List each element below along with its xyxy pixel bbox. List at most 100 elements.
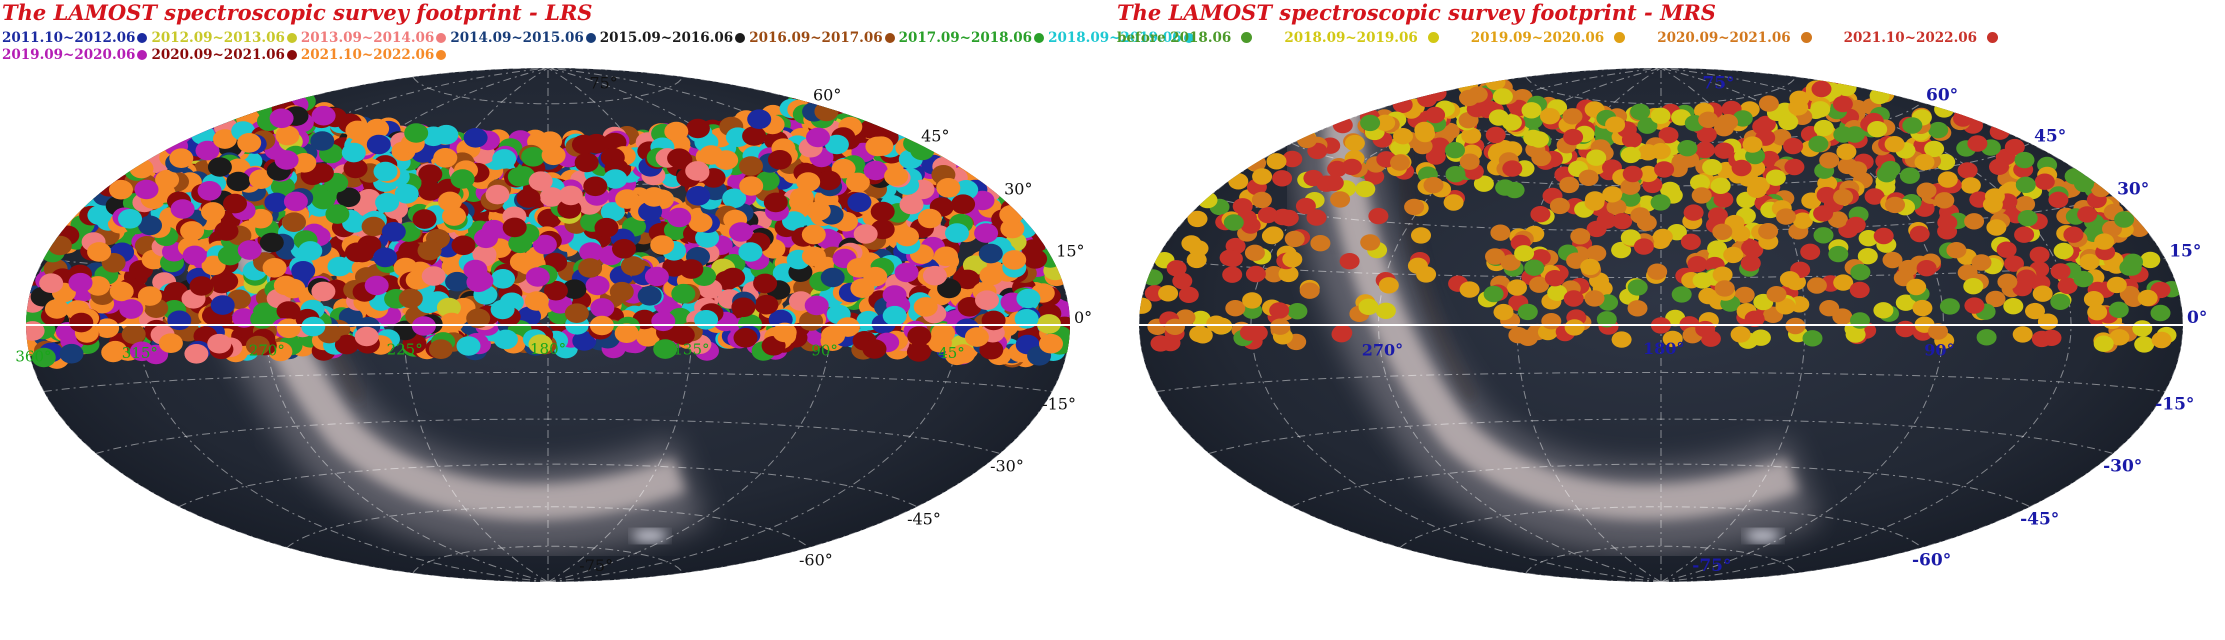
survey-plate [445,271,470,292]
graticule-parallel [286,506,810,548]
survey-plate [1189,325,1210,343]
survey-plate [450,169,475,189]
survey-plate [1563,290,1584,307]
survey-plate [209,273,234,294]
survey-plate [578,258,603,278]
survey-plate [1960,177,1981,194]
right-dec-label: -15° [2155,395,2194,415]
survey-plate [1375,302,1396,319]
survey-plate [2137,289,2158,307]
survey-plate [686,186,711,206]
survey-plate [1544,270,1565,287]
survey-plate [1344,134,1365,152]
left-legend-label: 2015.09~2016.06 [599,30,734,46]
left-ra-label: 180° [530,340,566,358]
survey-plate [69,312,94,333]
survey-plate [1143,269,1163,286]
survey-plate [1332,116,1353,134]
left-legend-item: 2019.09~2020.06 [2,47,148,63]
right-dec-label: -75° [1692,556,1731,576]
left-legend-label: 2013.09~2014.06 [300,30,435,46]
survey-plate [525,267,550,287]
survey-plate [366,134,391,155]
right-ra-label: 270° [1362,341,1403,360]
survey-plate [1680,233,1701,250]
survey-plate [1492,88,1513,105]
survey-plate [1423,177,1444,194]
survey-plate [1485,126,1506,144]
survey-plate [685,118,710,139]
right-legend-row: before 2018.06 2018.09~2019.06 2019.09~202… [1117,30,2030,46]
survey-plate [1282,251,1303,268]
survey-plate [2150,304,2171,322]
survey-plate [1976,329,1997,346]
left-ra-label: 90° [811,342,838,360]
survey-plate [237,240,262,260]
left-sky-map: 75° 60° 45° 30° 15° 0° -15° -30° -45° -60° -75° 360… [15,68,1092,582]
survey-plate [609,281,634,302]
survey-plate [1845,216,1866,234]
survey-plate [806,127,830,148]
survey-plate [2132,320,2153,337]
left-legend-item: 2017.09~2018.06 [899,30,1045,46]
survey-plate [1390,154,1410,171]
survey-plate [1742,136,1763,153]
survey-plate [615,189,640,209]
survey-plate [259,232,284,253]
survey-plate [456,336,481,356]
survey-plate [1741,239,1762,256]
survey-plate [1778,113,1799,131]
left-legend-marker [585,33,596,43]
survey-plate [1802,330,1823,347]
survey-plate [1245,265,1266,283]
survey-plate [421,266,446,286]
survey-plate [1524,259,1545,276]
survey-plate [1360,234,1381,251]
survey-plate [184,344,209,364]
survey-plate [345,242,369,263]
survey-plate [799,311,824,331]
survey-plate [1850,312,1870,329]
survey-plate [1630,207,1651,224]
survey-plate [1493,303,1514,321]
survey-plate [1850,264,1871,281]
survey-plate [1002,250,1027,270]
survey-plate [1222,266,1243,283]
survey-plate [1172,272,1193,290]
right-sky-map: 75° 60° 45° 30° 15° 0° -15° -30° -45° -60° -75° 270… [1139,68,2207,582]
survey-plate [1531,149,1552,167]
left-legend-item: 2012.09~2013.06 [151,30,297,46]
survey-plate [26,307,46,327]
survey-plate [1895,320,1916,338]
survey-plate [1916,182,1937,199]
survey-plate [201,202,225,222]
survey-plate [694,310,719,330]
survey-plate [1570,228,1591,245]
survey-plate [1906,278,1927,296]
survey-plate [753,273,778,294]
left-legend-marker [286,50,297,60]
survey-plate [180,221,205,241]
survey-plate [847,192,872,213]
survey-plate [1559,176,1580,194]
right-legend-item: 2019.09~2020.06 [1471,30,1626,46]
survey-plate [2048,191,2069,208]
survey-plate [1740,255,1761,272]
survey-plate [1909,225,1930,243]
survey-plate [311,105,336,126]
left-ra-label: 135° [673,340,709,358]
survey-plate [1627,279,1648,296]
survey-plate [365,118,390,139]
survey-plate [1360,114,1381,132]
survey-plate [558,185,583,206]
survey-plate [1584,194,1605,211]
survey-plate [1393,128,1413,145]
right-map-title: The LAMOST spectroscopic survey footprin… [1117,0,1716,25]
survey-plate [801,224,826,245]
left-legend-item: 2014.09~2015.06 [450,30,596,46]
survey-plate [1800,243,1821,260]
survey-plate [310,131,335,151]
right-legend-label: 2020.09~2021.06 [1657,30,1791,46]
survey-plate [1299,282,1320,299]
survey-plate [170,199,195,219]
